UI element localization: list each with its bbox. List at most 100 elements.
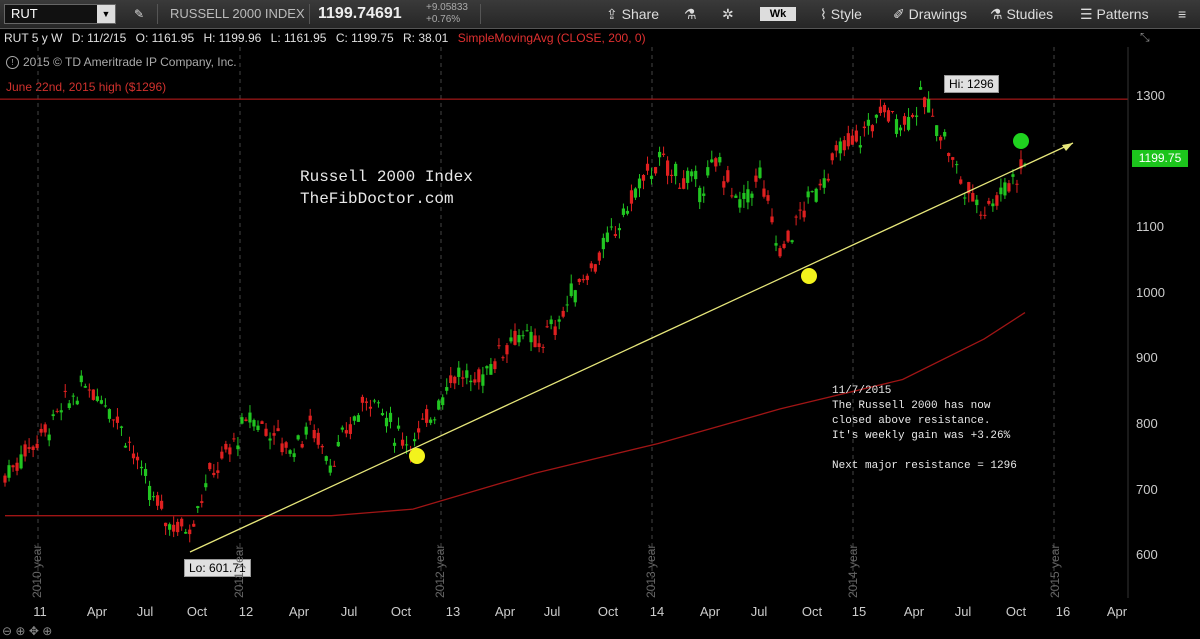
candle-body [469, 380, 473, 383]
candle-body [674, 163, 678, 177]
candle-body [553, 326, 557, 336]
drawings-button[interactable]: ✐ Drawings [893, 0, 967, 28]
zoom-icon[interactable]: ⊕ [42, 624, 53, 638]
candle-body [308, 415, 312, 421]
candle-body [858, 145, 862, 148]
candle-body [368, 406, 373, 409]
candle-body [826, 178, 830, 181]
studies-button[interactable]: ⚗ Studies [990, 0, 1053, 28]
candle-body [979, 214, 983, 216]
x-tick-label: Apr [699, 604, 721, 619]
candle-body [384, 417, 389, 427]
interval-selector[interactable]: Wk [760, 7, 796, 21]
gear-icon[interactable]: ✲ [722, 6, 734, 22]
expand-icon[interactable]: ⤡ [1140, 30, 1150, 44]
candle-body [489, 364, 493, 375]
candle-body [509, 337, 513, 342]
candle-body [718, 157, 722, 163]
candle-body [738, 199, 742, 208]
flask-icon[interactable]: ⚗ [684, 6, 697, 22]
candle-body [910, 114, 915, 117]
style-button[interactable]: ⌇ Style [820, 0, 862, 28]
candle-body [356, 415, 360, 422]
candle-body [224, 443, 228, 450]
candle-body [786, 230, 790, 242]
candle-body [316, 432, 320, 445]
candle-body [975, 199, 979, 206]
candle-body [830, 153, 834, 161]
candle-body [605, 232, 609, 242]
x-tick-label: Apr [288, 604, 310, 619]
candle-body [690, 171, 694, 177]
candle-body [790, 240, 794, 243]
candle-body [742, 192, 746, 199]
study-label[interactable]: SimpleMovingAvg (CLOSE, 200, 0) [457, 31, 646, 45]
candle-body [557, 319, 561, 322]
year-label: 2012 year [433, 544, 447, 598]
candle-body [734, 195, 738, 198]
candle-body [882, 105, 887, 113]
candle-body [670, 174, 674, 176]
candle-body [63, 390, 67, 392]
drag-icon[interactable]: ✥ [28, 624, 39, 638]
annotation-note: 11/7/2015 The Russell 2000 has now closed … [832, 384, 1017, 474]
candle-body [641, 175, 646, 181]
date-label: D: 11/2/15 [71, 31, 127, 45]
candle-body [782, 243, 786, 248]
chevron-down-icon[interactable]: ▼ [97, 5, 115, 23]
candle-body [292, 453, 296, 458]
candle-body [537, 343, 541, 348]
zoom-icon[interactable]: ⊕ [15, 624, 26, 638]
candle-body [413, 439, 417, 442]
candle-body [216, 470, 220, 473]
x-tick-label: 15 [851, 604, 867, 619]
candle-body [838, 141, 842, 154]
candle-body [429, 419, 433, 423]
candle-body [59, 410, 63, 413]
candle-body [649, 175, 654, 179]
zoom-icon[interactable]: ⊖ [2, 624, 13, 638]
menu-icon[interactable]: ≡ [1178, 6, 1187, 22]
candle-body [955, 164, 959, 166]
candle-body [653, 167, 658, 174]
candle-body [991, 203, 995, 207]
candle-body [188, 529, 192, 535]
patterns-button[interactable]: ☰ Patterns [1080, 0, 1149, 28]
candle-body [51, 414, 55, 417]
candle-body [119, 426, 124, 428]
symbol-selector[interactable]: RUT ▼ [4, 4, 116, 24]
copyright: ! 2015 © TD Ameritrade IP Company, Inc. [6, 55, 237, 69]
candle-body [95, 396, 99, 401]
candle-body [565, 304, 569, 306]
candle-body [400, 439, 405, 446]
candle-body [392, 442, 397, 446]
candle-body [722, 181, 726, 188]
change-value: +9.05833 [426, 2, 468, 13]
candle-body [465, 370, 469, 378]
candle-body [103, 405, 107, 407]
candle-body [328, 465, 332, 473]
candle-body [1007, 183, 1011, 192]
candle-body [923, 97, 927, 108]
note-line: It's weekly gain was +3.26% [832, 430, 1011, 442]
x-tick-label: Jul [340, 604, 358, 619]
pencil-icon[interactable]: ✎ [134, 7, 145, 21]
candle-body [437, 400, 441, 410]
x-tick-label: 11 [33, 604, 47, 619]
candle-body [822, 178, 826, 188]
candle-body [694, 170, 698, 180]
x-tick-label: Oct [801, 604, 823, 619]
candle-body [172, 524, 176, 532]
candle-body [7, 465, 11, 478]
low-callout: Lo: 601.71 [184, 559, 251, 577]
candle-body [127, 441, 132, 443]
share-button[interactable]: ⇪ Share [606, 0, 659, 28]
candle-body [332, 465, 336, 467]
x-tick-label: Jul [136, 604, 154, 619]
candle-body [196, 506, 200, 509]
candle-body [176, 521, 180, 533]
candle-body [589, 263, 593, 269]
candle-body [296, 435, 300, 440]
candle-body [115, 416, 120, 423]
